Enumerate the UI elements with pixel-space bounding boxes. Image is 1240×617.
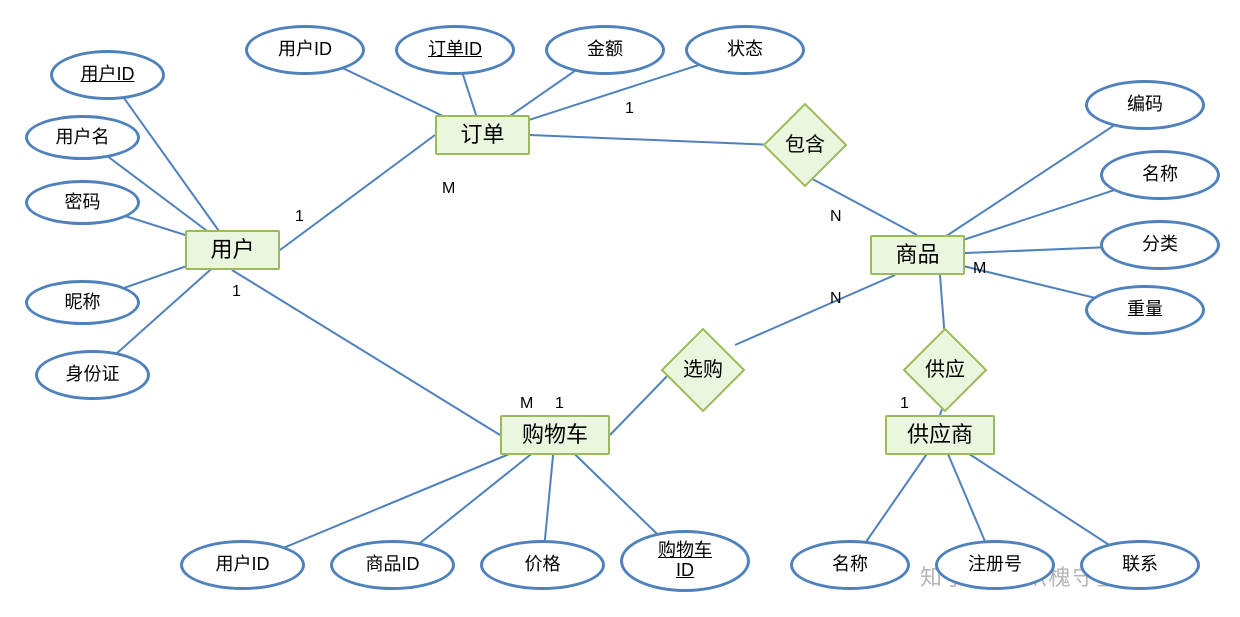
- entity-cart: 购物车: [500, 415, 610, 455]
- attr-s_name: 名称: [790, 540, 910, 590]
- rel-select: 选购: [673, 340, 733, 400]
- attr-o_stat: 状态: [685, 25, 805, 75]
- cardinality: N: [830, 290, 842, 308]
- cardinality: M: [442, 180, 455, 198]
- attr-p_wt: 重量: [1085, 285, 1205, 335]
- attr-u_name: 用户名: [25, 115, 140, 160]
- attr-c_pid: 商品ID: [330, 540, 455, 590]
- attr-c_cid: 购物车 ID: [620, 530, 750, 592]
- cardinality: 1: [555, 395, 564, 413]
- attr-u_nick: 昵称: [25, 280, 140, 325]
- cardinality: 1: [232, 283, 241, 301]
- entity-order: 订单: [435, 115, 530, 155]
- entity-product: 商品: [870, 235, 965, 275]
- attr-p_cat: 分类: [1100, 220, 1220, 270]
- entity-supplier: 供应商: [885, 415, 995, 455]
- rel-contain: 包含: [775, 115, 835, 175]
- cardinality: 1: [625, 100, 634, 118]
- entity-user: 用户: [185, 230, 280, 270]
- attr-o_uid: 用户ID: [245, 25, 365, 75]
- attr-c_price: 价格: [480, 540, 605, 590]
- attr-u_id: 用户ID: [50, 50, 165, 100]
- attr-o_amt: 金额: [545, 25, 665, 75]
- edges-layer: [0, 0, 1240, 617]
- cardinality: M: [973, 260, 986, 278]
- attr-s_rel: 联系: [1080, 540, 1200, 590]
- attr-p_code: 编码: [1085, 80, 1205, 130]
- attr-c_uid: 用户ID: [180, 540, 305, 590]
- er-diagram-stage: 知乎 @龙爪槐守望者 用户订单商品购物车供应商用户ID用户名密码昵称身份证用户I…: [0, 0, 1240, 617]
- attr-u_idc: 身份证: [35, 350, 150, 400]
- attr-p_name: 名称: [1100, 150, 1220, 200]
- cardinality: 1: [900, 395, 909, 413]
- cardinality: 1: [295, 208, 304, 226]
- attr-u_pwd: 密码: [25, 180, 140, 225]
- rel-supply: 供应: [915, 340, 975, 400]
- attr-o_oid: 订单ID: [395, 25, 515, 75]
- cardinality: N: [830, 208, 842, 226]
- cardinality: M: [520, 395, 533, 413]
- attr-s_del: 注册号: [935, 540, 1055, 590]
